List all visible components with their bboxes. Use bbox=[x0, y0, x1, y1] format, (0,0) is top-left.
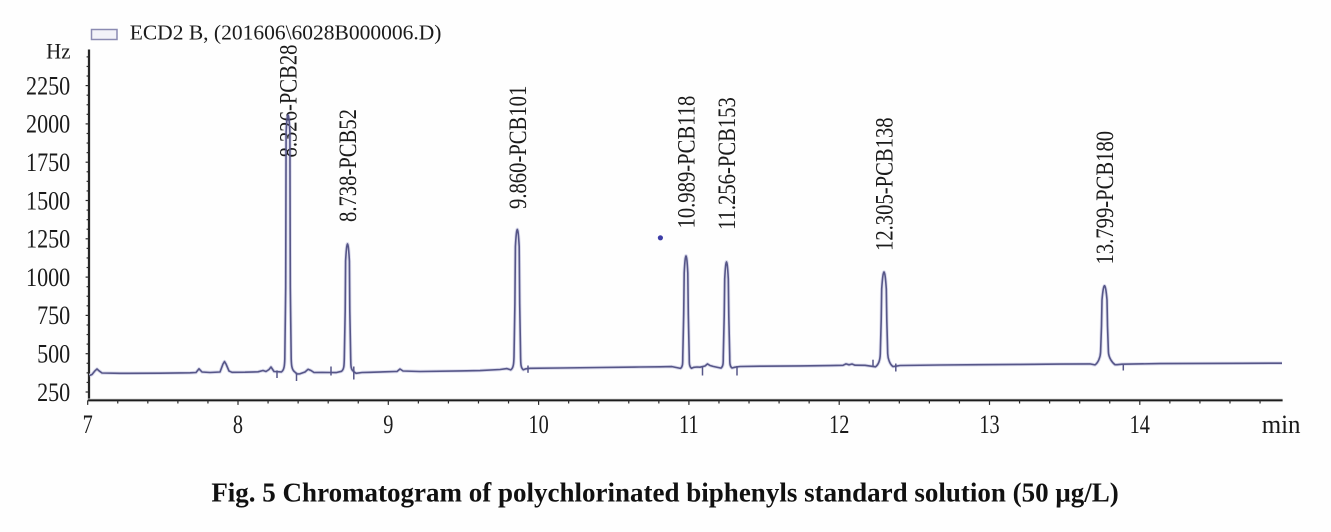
svg-text:min: min bbox=[1262, 410, 1301, 440]
svg-text:12.305-PCB138: 12.305-PCB138 bbox=[871, 117, 900, 251]
svg-text:2000: 2000 bbox=[26, 111, 70, 139]
svg-text:Hz: Hz bbox=[46, 39, 71, 64]
svg-text:10: 10 bbox=[528, 410, 548, 439]
svg-text:750: 750 bbox=[37, 303, 70, 331]
svg-text:Fig. 5 Chromatogram of polychl: Fig. 5 Chromatogram of polychlorinated b… bbox=[211, 478, 1118, 508]
svg-text:11.256-PCB153: 11.256-PCB153 bbox=[713, 97, 742, 230]
svg-text:1750: 1750 bbox=[26, 149, 70, 177]
svg-text:9: 9 bbox=[383, 410, 393, 439]
svg-text:1250: 1250 bbox=[26, 226, 70, 254]
svg-text:9.860-PCB101: 9.860-PCB101 bbox=[504, 86, 533, 209]
svg-text:7: 7 bbox=[83, 410, 93, 439]
svg-text:8.326-PCB28: 8.326-PCB28 bbox=[274, 45, 303, 158]
svg-text:250: 250 bbox=[37, 379, 70, 407]
svg-text:ECD2 B, (201606\6028B000006.D): ECD2 B, (201606\6028B000006.D) bbox=[130, 21, 442, 45]
svg-text:8: 8 bbox=[233, 410, 243, 439]
svg-text:10.989-PCB118: 10.989-PCB118 bbox=[673, 96, 702, 229]
svg-text:11: 11 bbox=[679, 410, 699, 439]
svg-text:1500: 1500 bbox=[26, 188, 70, 216]
svg-text:500: 500 bbox=[37, 341, 70, 369]
svg-text:2250: 2250 bbox=[26, 73, 70, 101]
svg-text:1000: 1000 bbox=[26, 264, 70, 292]
svg-text:12: 12 bbox=[829, 410, 849, 439]
svg-text:13: 13 bbox=[979, 410, 999, 439]
svg-text:13.799-PCB180: 13.799-PCB180 bbox=[1091, 131, 1120, 265]
svg-text:8.738-PCB52: 8.738-PCB52 bbox=[334, 109, 363, 222]
svg-text:14: 14 bbox=[1130, 410, 1151, 439]
